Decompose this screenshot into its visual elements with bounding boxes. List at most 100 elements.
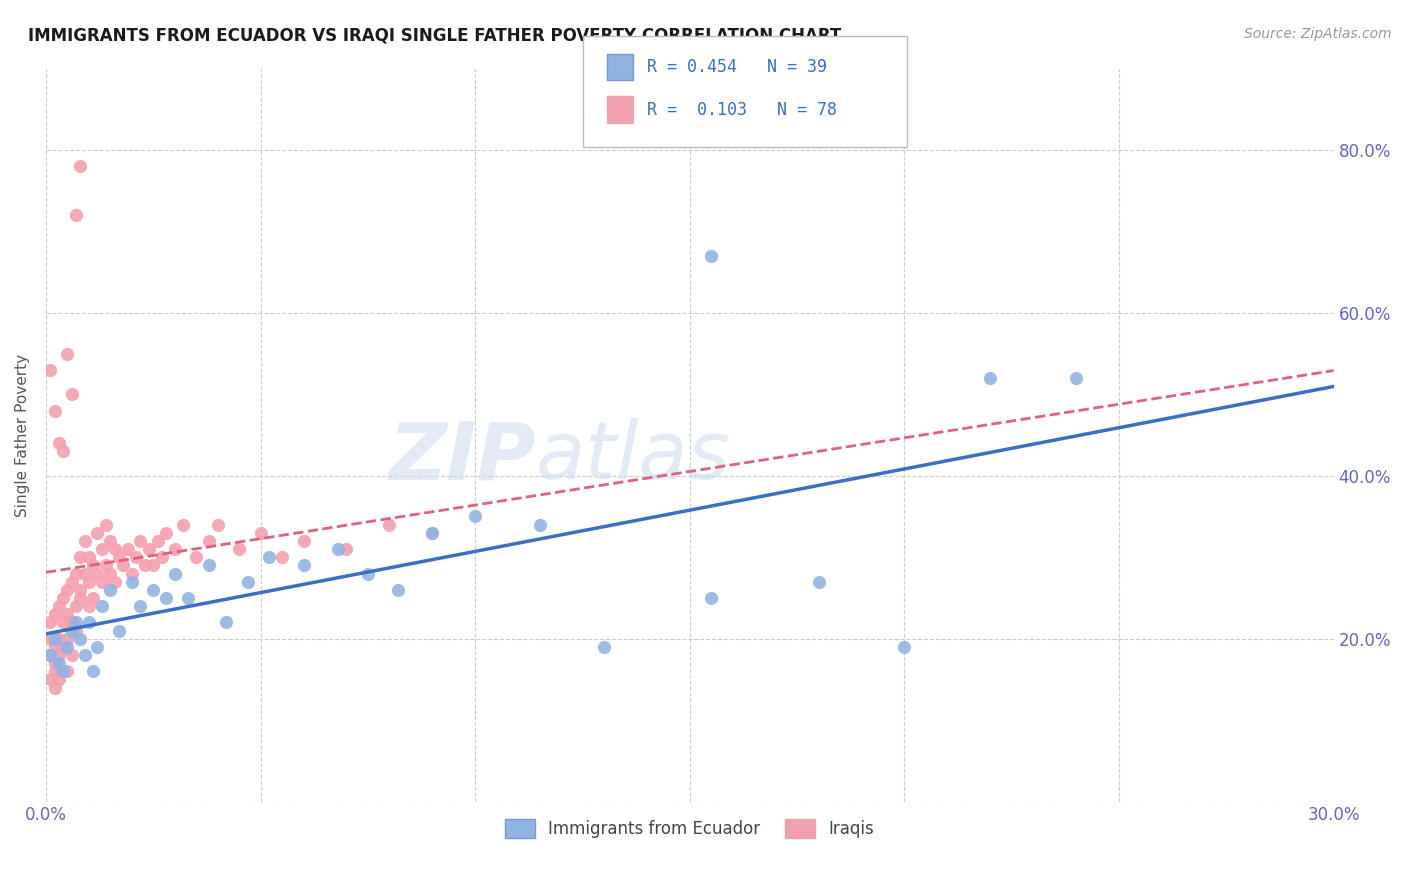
Point: [60, 615, 83, 630]
Point: [335, 542, 357, 557]
Point: [172, 517, 194, 532]
Point: [979, 371, 1001, 385]
Point: [44, 640, 66, 654]
Point: [155, 591, 177, 605]
Point: [1064, 371, 1087, 385]
Text: atlas: atlas: [536, 418, 730, 496]
Point: [52, 444, 75, 458]
Point: [39, 363, 62, 377]
Point: [86, 640, 108, 654]
Point: [94, 558, 117, 573]
Point: [39, 648, 62, 662]
Point: [326, 542, 349, 557]
Point: [48, 656, 70, 670]
Point: [39, 632, 62, 646]
Point: [60, 574, 83, 589]
Point: [108, 550, 131, 565]
Point: [56, 607, 79, 622]
Point: [69, 550, 91, 565]
Point: [56, 582, 79, 597]
Point: [893, 640, 915, 654]
Point: [65, 624, 87, 638]
Point: [73, 648, 96, 662]
Point: [77, 615, 100, 630]
Point: [387, 582, 409, 597]
Point: [82, 558, 104, 573]
Point: [271, 550, 294, 565]
Point: [146, 533, 169, 548]
Point: [420, 525, 443, 540]
Point: [39, 648, 62, 662]
Point: [52, 640, 75, 654]
Point: [56, 640, 79, 654]
Point: [207, 517, 229, 532]
Point: [48, 673, 70, 687]
Point: [52, 591, 75, 605]
Point: [593, 640, 616, 654]
Point: [69, 632, 91, 646]
Point: [700, 591, 723, 605]
Text: ZIP: ZIP: [388, 418, 536, 496]
Point: [52, 665, 75, 679]
Point: [48, 599, 70, 613]
Text: Source: ZipAtlas.com: Source: ZipAtlas.com: [1244, 27, 1392, 41]
Point: [129, 599, 152, 613]
Point: [69, 159, 91, 173]
Point: [98, 533, 121, 548]
Point: [39, 615, 62, 630]
Point: [48, 436, 70, 450]
Point: [378, 517, 401, 532]
Point: [112, 558, 135, 573]
Point: [228, 542, 250, 557]
Point: [65, 566, 87, 581]
Point: [215, 615, 238, 630]
Point: [48, 632, 70, 646]
Point: [125, 550, 148, 565]
Point: [129, 533, 152, 548]
Point: [60, 387, 83, 401]
Point: [138, 542, 160, 557]
Point: [69, 582, 91, 597]
Point: [257, 550, 280, 565]
Point: [529, 517, 551, 532]
Point: [700, 249, 723, 263]
Point: [48, 648, 70, 662]
Point: [44, 665, 66, 679]
Point: [134, 558, 156, 573]
Point: [77, 574, 100, 589]
Point: [163, 542, 186, 557]
Point: [163, 566, 186, 581]
Point: [98, 566, 121, 581]
Point: [236, 574, 259, 589]
Point: [86, 566, 108, 581]
Point: [150, 550, 173, 565]
Point: [60, 648, 83, 662]
Point: [121, 566, 143, 581]
Text: R = 0.454   N = 39: R = 0.454 N = 39: [647, 58, 827, 76]
Point: [77, 599, 100, 613]
Point: [60, 624, 83, 638]
Point: [464, 509, 486, 524]
Point: [73, 566, 96, 581]
Point: [44, 681, 66, 695]
Point: [82, 665, 104, 679]
Point: [39, 673, 62, 687]
Point: [65, 208, 87, 222]
Point: [104, 574, 127, 589]
Point: [249, 525, 271, 540]
Point: [198, 558, 221, 573]
Point: [292, 558, 315, 573]
Point: [186, 550, 208, 565]
Point: [44, 403, 66, 417]
Point: [155, 525, 177, 540]
Point: [121, 574, 143, 589]
Point: [94, 517, 117, 532]
Point: [90, 599, 112, 613]
Point: [44, 632, 66, 646]
Point: [44, 607, 66, 622]
Point: [420, 525, 443, 540]
Y-axis label: Single Father Poverty: Single Father Poverty: [15, 353, 30, 516]
Point: [117, 542, 139, 557]
Point: [82, 591, 104, 605]
Point: [108, 624, 131, 638]
